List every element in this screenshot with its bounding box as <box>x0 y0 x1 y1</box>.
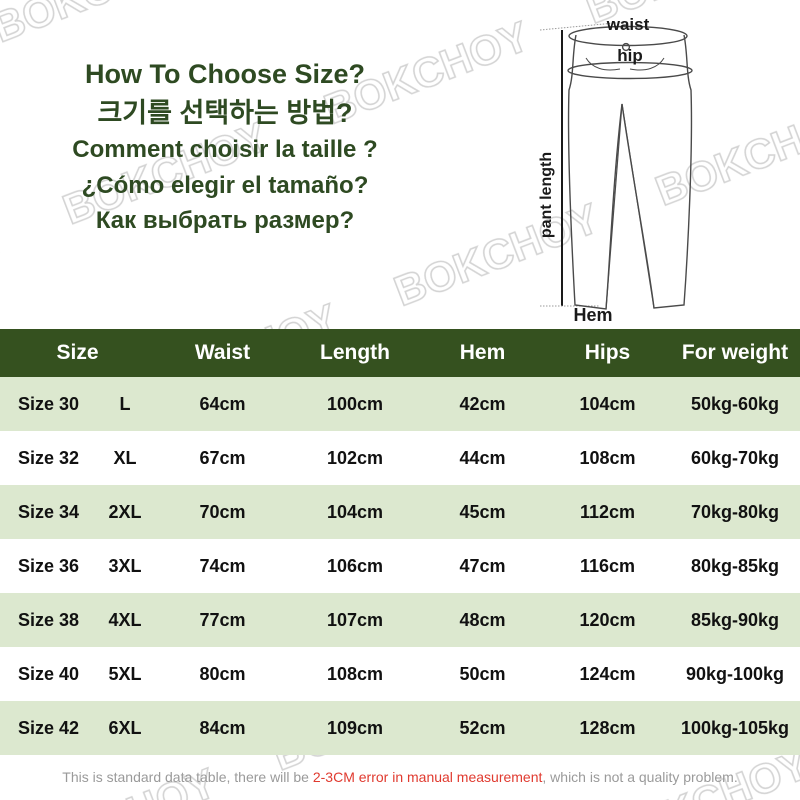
svg-text:Hem: Hem <box>573 305 612 325</box>
svg-text:waist: waist <box>606 15 650 34</box>
svg-text:pant length: pant length <box>538 152 555 238</box>
svg-text:hip: hip <box>617 46 643 65</box>
